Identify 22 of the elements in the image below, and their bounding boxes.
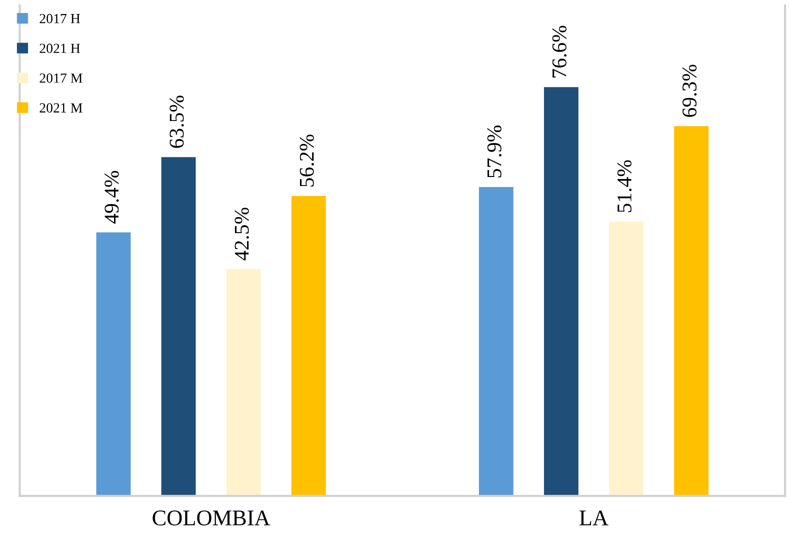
data-label: 69.3% bbox=[682, 64, 697, 117]
data-label: 42.5% bbox=[234, 208, 249, 260]
bar bbox=[226, 269, 261, 496]
x-tick-label: COLOMBIA bbox=[152, 510, 270, 526]
data-label: 76.6% bbox=[552, 26, 566, 78]
data-label: 57.9% bbox=[487, 126, 502, 178]
x-tick-label: LA bbox=[580, 510, 608, 526]
bar bbox=[544, 87, 578, 496]
data-label: 63.5% bbox=[170, 96, 184, 148]
legend-label: 2017 H bbox=[40, 14, 80, 24]
legend-label: 2021 H bbox=[40, 44, 80, 54]
legend-label: 2017 M bbox=[40, 73, 82, 83]
data-label: 51.4% bbox=[617, 160, 632, 212]
bar bbox=[609, 222, 644, 496]
bar bbox=[674, 126, 709, 496]
bar bbox=[478, 186, 514, 496]
data-label: 56.2% bbox=[300, 134, 314, 186]
legend-label: 2021 M bbox=[40, 103, 82, 113]
bar bbox=[291, 196, 326, 496]
bar bbox=[161, 157, 196, 496]
data-label: 49.4% bbox=[104, 170, 119, 224]
bar bbox=[96, 232, 131, 496]
